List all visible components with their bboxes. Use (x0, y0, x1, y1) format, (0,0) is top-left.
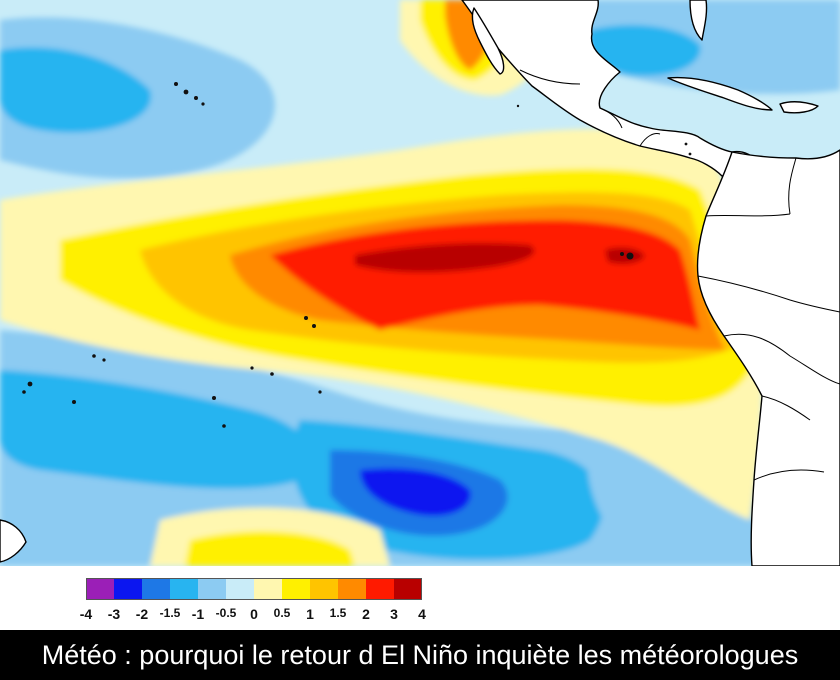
legend-swatch (366, 578, 394, 600)
legend-tick-label: -4 (79, 606, 93, 622)
anomaly-field (0, 0, 840, 566)
hispaniola-land (779, 101, 819, 114)
florida-land (689, 0, 708, 41)
legend-tick-label: 0 (250, 606, 258, 622)
legend-tick-label: 3 (390, 606, 398, 622)
legend-swatch (338, 578, 366, 600)
legend-tick-label: -1 (191, 606, 205, 622)
cuba-land (667, 76, 773, 111)
legend-tick-label: 1 (306, 606, 314, 622)
headline-caption: Météo : pourquoi le retour d El Niño inq… (0, 630, 840, 680)
legend-tick-label: 2 (362, 606, 370, 622)
legend-swatch (142, 578, 170, 600)
legend-swatch (86, 578, 114, 600)
color-scale-legend: -4 -3 -2 -1.5 -1 -0.5 0 0.5 1 1.5 2 3 4 (0, 566, 840, 630)
legend-swatch (282, 578, 310, 600)
new-zealand-land (0, 519, 27, 563)
legend-tick-label: 4 (418, 606, 426, 622)
legend-tick-label: 0.5 (273, 606, 291, 620)
legend-swatch (114, 578, 142, 600)
legend-tick-label: -2 (135, 606, 149, 622)
land-masses (0, 0, 840, 566)
pacific-islands (22, 82, 692, 428)
legend-swatch (394, 578, 422, 600)
legend-swatch (198, 578, 226, 600)
country-borders (519, 69, 840, 481)
legend-swatch (170, 578, 198, 600)
legend-tick-label: 1.5 (329, 606, 347, 620)
legend-swatch (226, 578, 254, 600)
legend-swatch (310, 578, 338, 600)
sea-surface-temperature-anomaly-map (0, 0, 840, 566)
baja-california-land (471, 7, 505, 75)
legend-tick-label: -3 (107, 606, 121, 622)
legend-tick-label: -0.5 (215, 606, 237, 620)
south-america-land (696, 149, 840, 566)
legend-tick-label: -1.5 (159, 606, 181, 620)
legend-swatch (254, 578, 282, 600)
